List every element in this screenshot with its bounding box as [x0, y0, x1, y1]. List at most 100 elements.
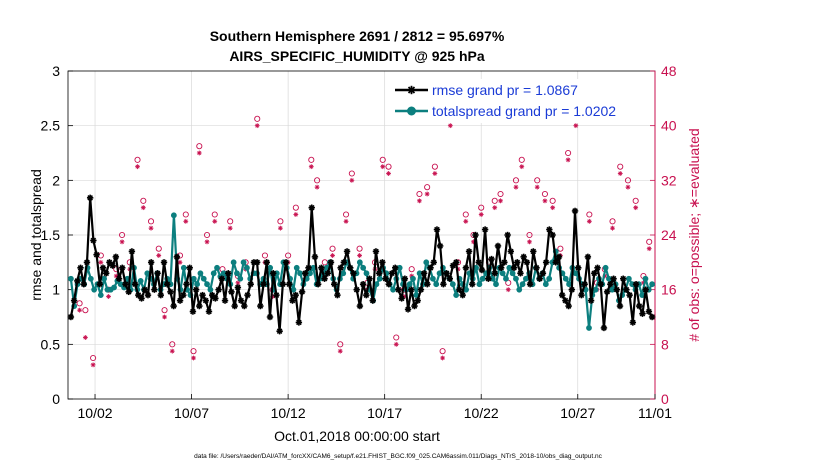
series-0-point-33 [173, 253, 181, 261]
x-tick-label-1: 10/07 [174, 405, 209, 421]
series-0-point-132 [491, 270, 498, 277]
series-0-point-11 [103, 270, 110, 277]
obs-evaluated-point-60 [519, 164, 525, 170]
series-1-point-115 [449, 281, 456, 288]
series-0-point-5 [83, 259, 91, 266]
series-0-point-121 [456, 286, 463, 293]
series-0-point-129 [481, 226, 489, 233]
series-0-point-43 [205, 308, 213, 315]
series-1-point-130 [499, 270, 506, 277]
series-0-point-16 [119, 264, 126, 271]
obs-evaluated-point-67 [573, 123, 579, 129]
obs-evaluated-point-48 [432, 171, 438, 176]
legend-background [388, 79, 650, 123]
obs-possible-point-63 [541, 190, 548, 198]
series-0-point-55 [244, 291, 251, 299]
series-1-point-9 [97, 292, 104, 299]
right-tick-label-5: 40 [661, 118, 677, 134]
x-tick-label-0: 10/02 [78, 405, 113, 421]
obs-evaluated-point-34 [330, 253, 335, 258]
obs-evaluated-point-9 [140, 205, 146, 211]
series-0-point-30 [164, 281, 171, 288]
series-1-point-60 [267, 264, 274, 271]
series-0-point-151 [552, 259, 559, 266]
series-0-point-147 [539, 270, 547, 277]
series-0-point-14 [112, 253, 120, 261]
series-0-point-97 [379, 259, 386, 266]
series-0-point-72 [298, 288, 306, 296]
series-0-point-109 [417, 286, 425, 293]
series-0-point-128 [478, 266, 486, 274]
obs-possible-point-25 [261, 252, 269, 259]
series-1-point-134 [513, 275, 519, 282]
series-0-point-66 [279, 281, 287, 288]
obs-possible-point-19 [211, 211, 218, 218]
series-0-point-83 [334, 291, 341, 299]
obs-possible-point-46 [416, 190, 423, 198]
series-0-point-86 [343, 248, 351, 255]
obs-evaluated-point-37 [349, 177, 355, 183]
series-0-point-124 [465, 248, 473, 255]
right-tick-label-6: 48 [661, 63, 677, 79]
obs-evaluated-point-43 [393, 341, 399, 347]
obs-possible-point-10 [147, 218, 155, 225]
series-0-point-137 [507, 248, 515, 255]
obs-possible-point-69 [586, 211, 593, 218]
series-0-point-24 [144, 291, 152, 299]
series-0-point-177 [636, 302, 643, 310]
series-1-point-173 [642, 275, 649, 282]
series-0-point-170 [613, 286, 620, 293]
left-tick-label-2: 1 [52, 282, 60, 298]
obs-evaluated-point-64 [550, 205, 556, 211]
series-0-point-70 [292, 291, 299, 299]
obs-evaluated-point-29 [293, 212, 299, 217]
series-0-point-173 [623, 286, 630, 293]
obs-evaluated-point-63 [542, 198, 548, 204]
obs-evaluated-point-16 [191, 355, 196, 361]
left-axis-ticks: 0 0.5 1 1.5 2 2.5 3 [41, 63, 73, 407]
series-1-point-41 [204, 281, 210, 288]
series-1-point-89 [363, 270, 370, 277]
obs-evaluated-point-0 [77, 307, 82, 313]
obs-evaluated-point-77 [646, 246, 652, 252]
series-0-point-87 [347, 264, 354, 271]
obs-possible-point-6 [119, 231, 126, 239]
series-1-point-44 [214, 264, 220, 271]
obs-possible-point-45 [408, 266, 415, 273]
series-0-point-165 [597, 281, 604, 288]
series-0-point-89 [353, 286, 360, 293]
x-axis-ticks: 10/02 10/07 10/12 10/17 10/22 10/27 11/01 [78, 394, 672, 421]
series-0-point-134 [497, 264, 505, 271]
series-0-point-133 [494, 242, 502, 250]
obs-evaluated-point-42 [386, 171, 391, 176]
obs-evaluated-point-41 [380, 164, 386, 170]
series-0-point-175 [629, 319, 637, 326]
obs-possible-point-1 [82, 307, 89, 314]
series-0-point-176 [632, 281, 640, 288]
obs-possible-point-38 [356, 245, 363, 252]
series-0-point-9 [96, 281, 103, 288]
series-1-point-110 [433, 281, 440, 288]
series-0-point-63 [269, 270, 277, 277]
series-1-point-124 [479, 275, 486, 282]
series-0-point-101 [392, 264, 399, 271]
series-0-point-21 [135, 291, 142, 299]
obs-possible-point-41 [379, 156, 386, 163]
series-1-point-111 [436, 270, 443, 277]
series-0-point-80 [324, 270, 331, 277]
obs-possible-point-16 [190, 348, 197, 355]
series-1-point-102 [406, 281, 413, 288]
obs-possible-point-64 [549, 197, 556, 204]
series-0-point-49 [225, 270, 232, 277]
series-0-point-62 [266, 313, 274, 321]
series-1-point-51 [237, 275, 244, 282]
series-0-point-64 [273, 291, 280, 299]
series-1-point-93 [376, 275, 383, 282]
right-tick-label-1: 8 [661, 336, 669, 352]
series-1-point-40 [200, 275, 207, 282]
obs-evaluated-point-17 [196, 150, 202, 156]
obs-possible-point-65 [557, 245, 564, 252]
legend-spread-marker [407, 106, 416, 116]
series-0-point-146 [536, 275, 543, 282]
